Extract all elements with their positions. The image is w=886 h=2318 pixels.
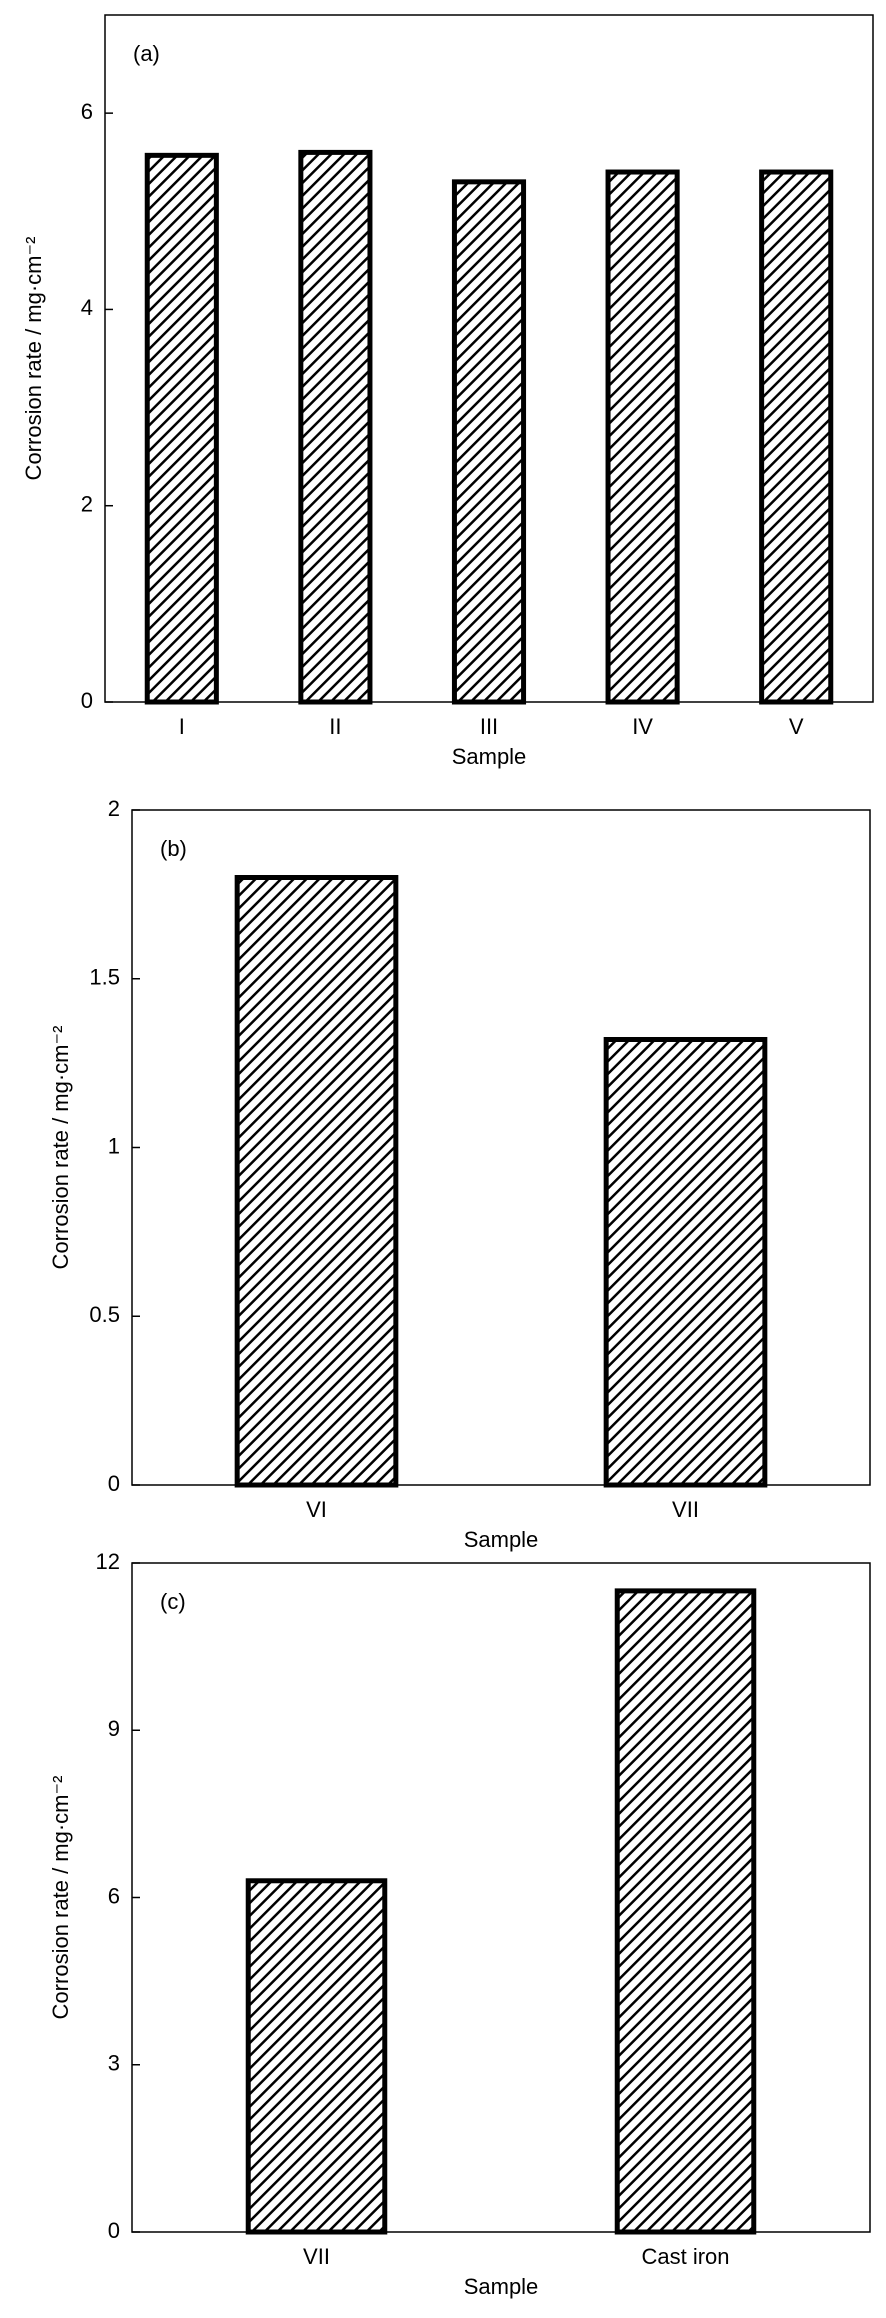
- x-tick-label: II: [329, 714, 341, 739]
- bar: [605, 169, 680, 705]
- bar: [451, 179, 527, 705]
- x-axis-label: Sample: [464, 1527, 539, 1552]
- y-tick-label: 4: [81, 295, 93, 320]
- y-tick-label: 2: [108, 796, 120, 821]
- x-tick-label: VII: [303, 2244, 330, 2269]
- x-axis-label: Sample: [452, 744, 527, 769]
- bar: [603, 1037, 768, 1488]
- y-tick-label: 6: [108, 1883, 120, 1908]
- y-axis-label: Corrosion rate / mg·cm⁻²: [48, 1026, 73, 1270]
- y-tick-label: 1: [108, 1133, 120, 1158]
- bar: [245, 1878, 388, 2235]
- x-tick-label: VII: [672, 1497, 699, 1522]
- x-tick-label: I: [179, 714, 185, 739]
- y-tick-label: 6: [81, 99, 93, 124]
- plot-frame: [131, 1562, 871, 2233]
- bar: [234, 875, 399, 1488]
- bar: [614, 1588, 757, 2235]
- panel-label: (a): [133, 41, 160, 66]
- y-tick-label: 9: [108, 1716, 120, 1741]
- y-axis-label: Corrosion rate / mg·cm⁻²: [48, 1776, 73, 2020]
- panel-label: (c): [160, 1589, 186, 1614]
- y-tick-label: 1.5: [89, 965, 120, 990]
- y-tick-label: 0: [108, 2218, 120, 2243]
- x-tick-label: Cast iron: [641, 2244, 729, 2269]
- panel-label: (b): [160, 836, 187, 861]
- y-tick-label: 0: [81, 688, 93, 713]
- y-tick-label: 0.5: [89, 1302, 120, 1327]
- bar: [298, 149, 373, 705]
- x-axis-label: Sample: [464, 2274, 539, 2299]
- x-tick-label: VI: [306, 1497, 327, 1522]
- y-axis-label: Corrosion rate / mg·cm⁻²: [21, 237, 46, 481]
- y-tick-label: 2: [81, 492, 93, 517]
- x-tick-label: V: [789, 714, 804, 739]
- x-tick-label: III: [480, 714, 498, 739]
- bar: [144, 152, 219, 705]
- bar: [759, 169, 834, 705]
- y-tick-label: 3: [108, 2051, 120, 2076]
- y-tick-label: 0: [108, 1471, 120, 1496]
- x-tick-label: IV: [632, 714, 653, 739]
- y-tick-label: 12: [96, 1549, 120, 1574]
